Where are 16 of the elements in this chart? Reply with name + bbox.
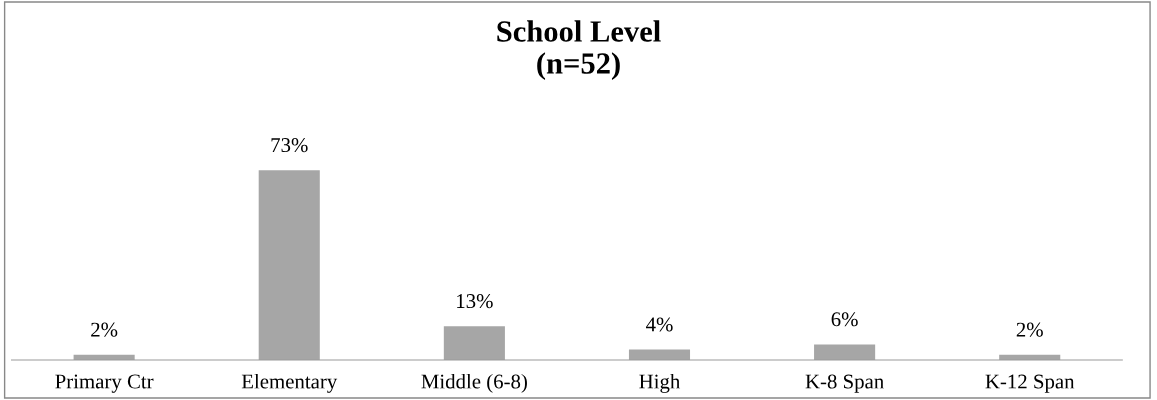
bar	[443, 326, 505, 360]
data-label: 4%	[646, 317, 673, 332]
chart-title: School Level (n=52)	[497, 20, 661, 80]
x-tick-label: K-8 Span	[805, 374, 884, 393]
x-tick-label: K-12 Span	[985, 374, 1075, 393]
data-label: 13%	[457, 294, 493, 309]
data-label: 2%	[1016, 322, 1043, 337]
x-tick-label: Primary Ctr	[55, 374, 154, 393]
data-label: 6%	[831, 312, 858, 327]
x-tick-label: Elementary	[241, 373, 338, 393]
data-label: 2%	[91, 322, 118, 337]
x-tick-label: Middle (6-8)	[421, 373, 527, 393]
data-label: 73%	[271, 138, 308, 153]
x-tick-label: High	[639, 373, 681, 393]
bar	[814, 344, 876, 360]
bar	[258, 170, 320, 360]
